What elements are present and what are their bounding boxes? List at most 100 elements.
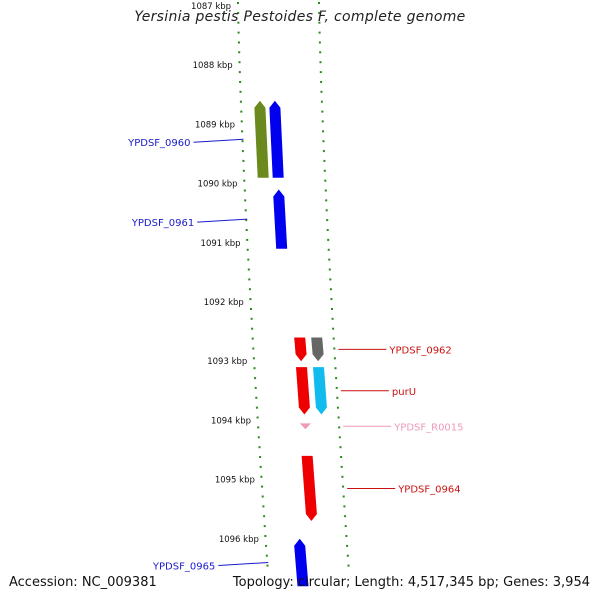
gene-YPDSF_0961 [273, 189, 288, 249]
inner-tick-dot [261, 485, 264, 488]
inner-tick-dot [242, 169, 245, 172]
inner-tick-dot [264, 535, 267, 537]
gene-YPDSF_R0015 [299, 423, 311, 430]
outer-tick-dot [332, 327, 335, 330]
gene-label: YPDSF_0961 [131, 218, 194, 229]
outer-tick-dot [318, 21, 321, 24]
inner-tick-dot [246, 248, 249, 251]
tick-label: 1089 kbp [195, 120, 235, 130]
inner-tick-dot [244, 209, 247, 212]
outer-tick-dot [321, 110, 324, 113]
inner-tick-dot [259, 465, 262, 468]
inner-tick-dot [263, 515, 266, 518]
inner-tick-dot [254, 377, 257, 380]
inner-tick-dot [243, 189, 246, 192]
outer-tick-dot [342, 485, 345, 488]
outer-tick-dot [319, 71, 322, 74]
outer-tick-dot [340, 456, 343, 458]
gene-YPDSF_0960b [269, 100, 284, 178]
outer-tick-dot [321, 120, 324, 123]
outer-tick-dot [320, 81, 323, 83]
outer-tick-dot [322, 130, 325, 133]
inner-tick-dot [253, 367, 256, 370]
outer-tick-dot [331, 317, 334, 320]
outer-tick-dot [322, 150, 325, 153]
outer-tick-dot [328, 268, 331, 271]
tick-label: 1091 kbp [201, 239, 241, 249]
tick-label: 1087 kbp [191, 2, 231, 12]
inner-tick-dot [246, 238, 249, 241]
outer-tick-dot [327, 248, 330, 251]
tick-labels: 1087 kbp 1088 kbp 1089 kbp 1090 kbp 1091 kbp… [191, 2, 259, 545]
outer-tick-dot [337, 416, 340, 419]
inner-tick-dot [244, 199, 247, 202]
inner-tick-dot [261, 495, 264, 498]
inner-tick-dot [243, 179, 246, 182]
outer-tick-dot [318, 11, 321, 14]
gene-label: YPDSF_0960 [127, 138, 190, 149]
outer-tick-dot [332, 337, 335, 340]
gene-label: YPDSF_0964 [397, 485, 460, 496]
outer-tick-dot [324, 189, 327, 192]
outer-tick-dot [335, 386, 338, 389]
outer-tick-dot [334, 367, 337, 370]
gene-label: purU [392, 387, 416, 398]
outer-tick-dot [344, 515, 347, 518]
tick-label: 1090 kbp [198, 180, 238, 190]
outer-tick-dot [320, 100, 323, 103]
outer-tick-dot [338, 426, 341, 429]
inner-tick-dot [245, 229, 248, 231]
inner-tick-dot [252, 357, 255, 360]
inner-tick-dot [251, 327, 254, 330]
inner-tick-dot [240, 110, 243, 113]
inner-tick-dot [239, 81, 242, 83]
outer-tick-dot [328, 258, 331, 261]
outer-tick-dot [344, 525, 347, 528]
outer-tick-dot [345, 535, 348, 537]
inner-tick-dot [237, 2, 239, 4]
gene-purU_red [296, 367, 310, 415]
inner-tick-dot [263, 525, 266, 528]
tick-label: 1095 kbp [215, 476, 255, 486]
inner-tick-dot [258, 446, 261, 449]
tick-label: 1092 kbp [204, 298, 244, 308]
inner-tick-dot [240, 120, 243, 123]
inner-tick-dot [248, 288, 251, 291]
inner-tick-dot [237, 31, 240, 34]
outer-tick-dot [346, 554, 349, 557]
inner-tick-dot [256, 416, 259, 419]
gene-features [254, 100, 327, 587]
inner-tick-dot [242, 159, 245, 162]
inner-tick-dot [262, 505, 265, 508]
gene-label-leader [218, 562, 269, 566]
gene-YPDSF_0960 [254, 100, 269, 178]
tick-label: 1093 kbp [207, 357, 247, 367]
inner-tick-dot [239, 100, 242, 103]
outer-tick-dot [318, 31, 321, 34]
gene-label: YPDSF_R0015 [393, 422, 463, 433]
outer-tick-dot [323, 159, 326, 162]
tick-label: 1094 kbp [211, 416, 251, 426]
outer-tick-dot [325, 209, 328, 212]
topology-summary: Topology: circular; Length: 4,517,345 bp… [232, 575, 590, 590]
inner-tick-dot [248, 278, 251, 281]
outer-tick-dot [329, 278, 332, 281]
outer-tick-dot [319, 51, 322, 54]
inner-tick-dot [252, 347, 255, 350]
inner-tick-dot [251, 337, 254, 340]
outer-tick-dot [318, 41, 321, 44]
outer-tick-dot [347, 564, 350, 567]
gene-label-leader [197, 218, 248, 223]
inner-tick-dot [241, 130, 244, 133]
accession-text: Accession: NC_009381 [9, 575, 157, 590]
outer-tick-dot [323, 169, 326, 172]
inner-tick-dot [266, 564, 269, 567]
inner-tick-dot [241, 150, 244, 153]
outer-tick-dot [326, 219, 329, 222]
inner-tick-dot [257, 426, 260, 429]
inner-tick-dot [238, 71, 241, 74]
inner-tick-dot [249, 298, 252, 301]
outer-tick-dot [336, 406, 339, 409]
outer-tick-dot [336, 396, 339, 399]
